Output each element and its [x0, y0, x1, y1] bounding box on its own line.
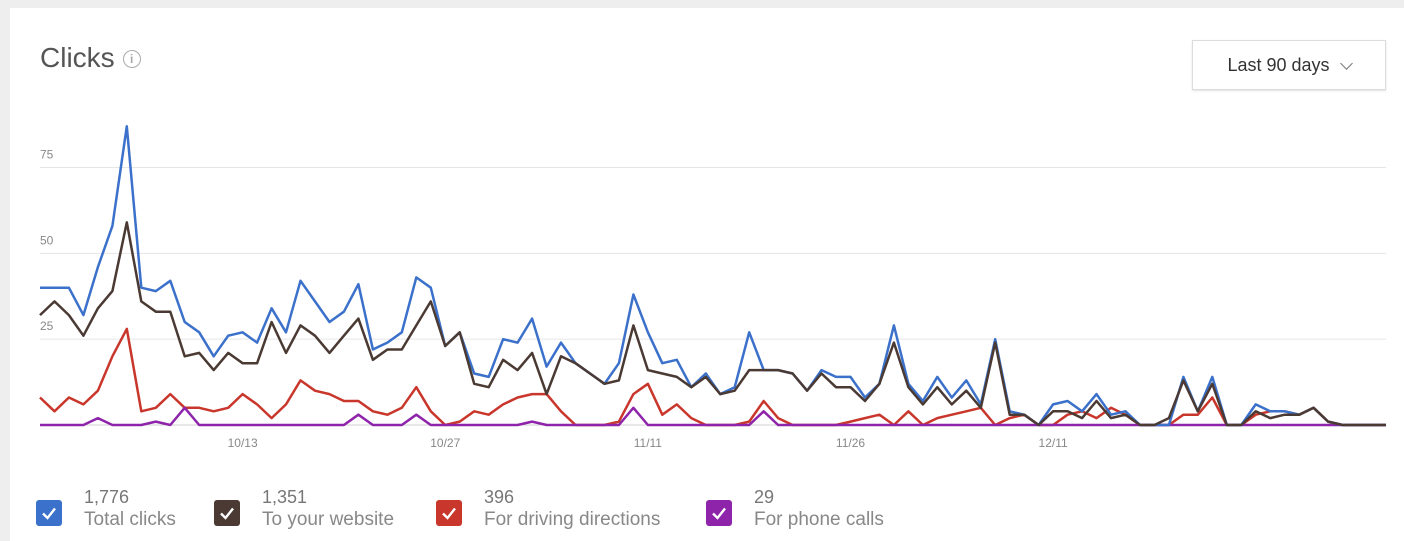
- chart-series: [39, 125, 1386, 427]
- series-line-for-phone-calls: [40, 406, 1386, 427]
- legend-label: To your website: [262, 509, 395, 530]
- checkbox-checked-icon[interactable]: [36, 500, 62, 526]
- x-axis-ticks: 10/13 10/27 11/11 11/26 12/11: [228, 436, 1068, 450]
- legend-item-for-phone-calls[interactable]: 29 For phone calls: [706, 486, 906, 532]
- legend-value: 29: [754, 487, 775, 507]
- checkbox-checked-icon[interactable]: [436, 500, 462, 526]
- legend-text: 1,351 To your website: [262, 486, 394, 532]
- legend-text: 29 For phone calls: [754, 486, 884, 532]
- legend-label: For driving directions: [484, 509, 661, 530]
- legend-value: 1,351: [262, 487, 308, 507]
- chart-legend: 1,776 Total clicks 1,351 To your website 396…: [36, 486, 906, 532]
- checkbox-checked-icon[interactable]: [214, 500, 240, 526]
- legend-text: 396 For driving directions: [484, 486, 660, 532]
- y-tick-label: 75: [40, 148, 54, 162]
- series-line-to-your-website: [39, 221, 1386, 427]
- legend-item-for-driving-directions[interactable]: 396 For driving directions: [436, 486, 706, 532]
- y-axis-ticks: 25 50 75: [40, 148, 54, 334]
- x-tick-label: 10/13: [228, 436, 258, 450]
- legend-value: 396: [484, 487, 515, 507]
- chart-title: Clicks: [40, 42, 115, 73]
- date-range-dropdown[interactable]: Last 90 days: [1192, 40, 1386, 90]
- date-range-label: Last 90 days: [1227, 54, 1330, 75]
- legend-item-to-your-website[interactable]: 1,351 To your website: [214, 486, 436, 532]
- x-tick-label: 11/26: [836, 436, 865, 450]
- clicks-line-chart: 25 50 75 10/13 10/27 11/11 11/26 12/11: [39, 125, 1386, 450]
- x-tick-label: 10/27: [430, 436, 460, 450]
- legend-value: 1,776: [84, 487, 130, 507]
- checkbox-checked-icon[interactable]: [706, 500, 732, 526]
- legend-item-total-clicks[interactable]: 1,776 Total clicks: [36, 486, 214, 532]
- x-tick-label: 12/11: [1039, 436, 1068, 450]
- info-icon[interactable]: i: [122, 50, 141, 68]
- clicks-card: Clicks i Last 90 days 25 50 75 10/13 10/27 1…: [10, 8, 1404, 541]
- legend-text: 1,776 Total clicks: [84, 486, 176, 532]
- legend-label: Total clicks: [84, 509, 176, 530]
- legend-label: For phone calls: [754, 509, 884, 530]
- chart-header: Clicks i: [40, 42, 141, 74]
- x-tick-label: 11/11: [634, 436, 663, 450]
- y-tick-label: 25: [40, 319, 54, 333]
- y-tick-label: 50: [40, 233, 54, 247]
